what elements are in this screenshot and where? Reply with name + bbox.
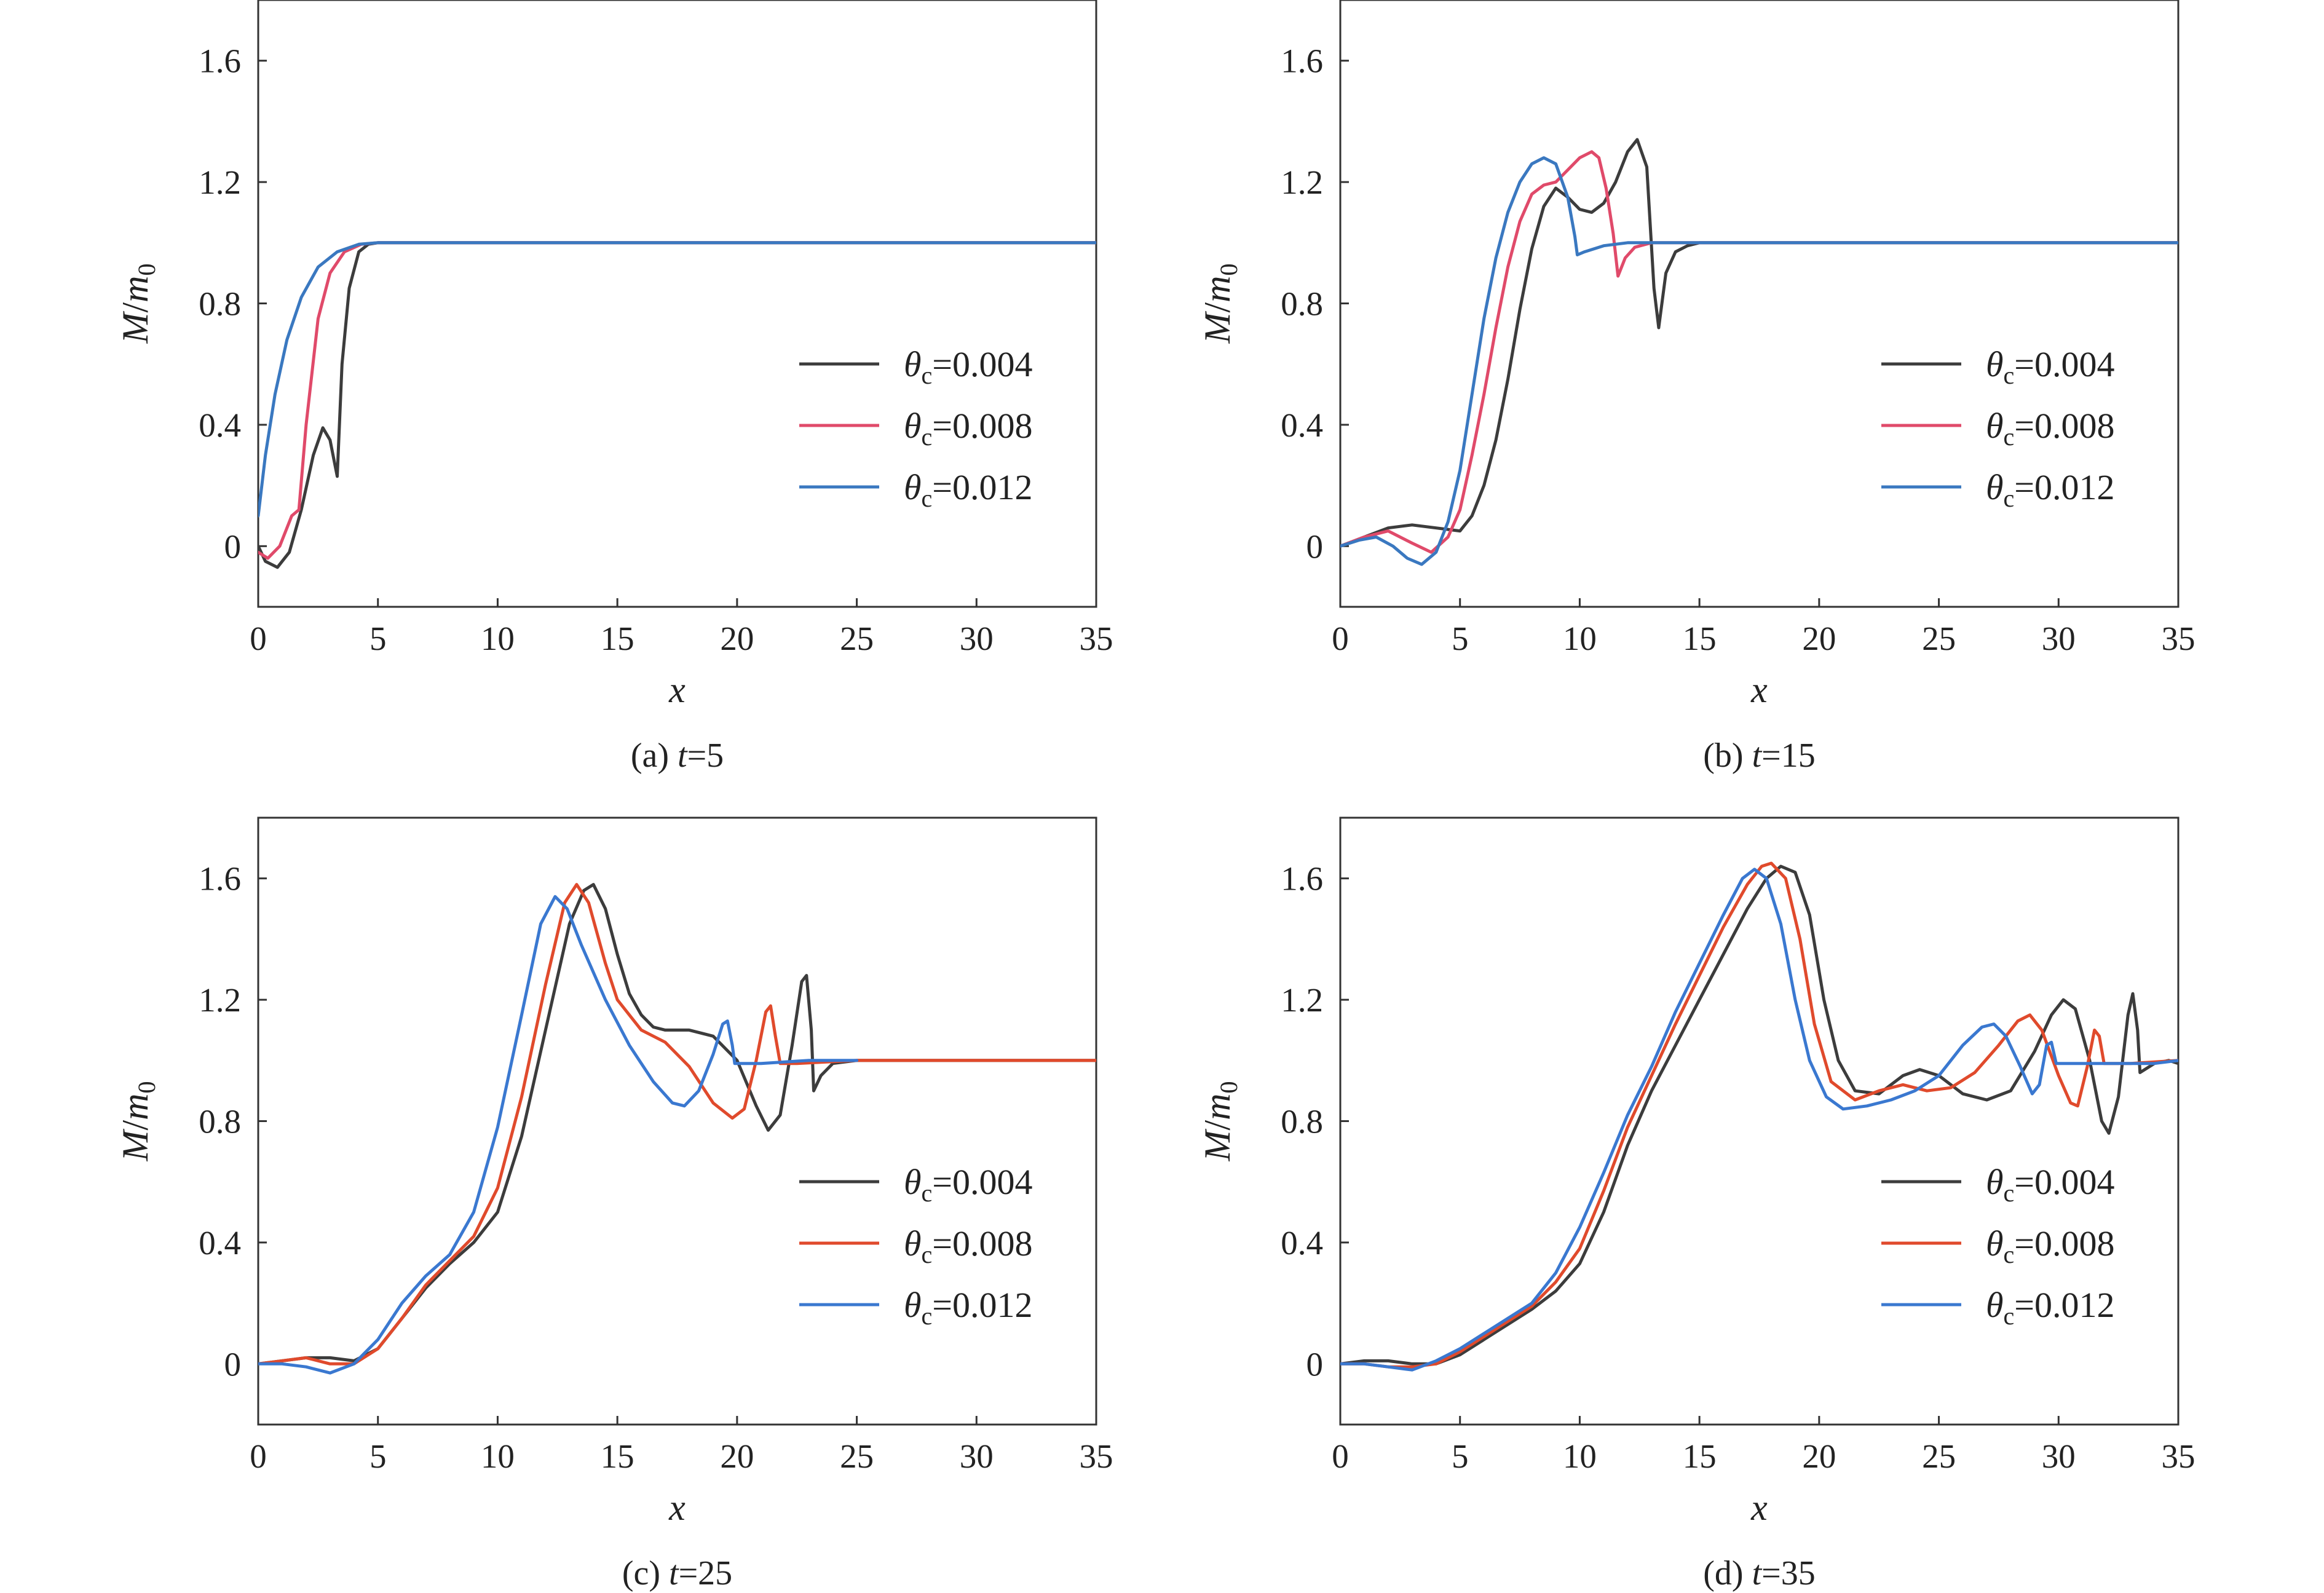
x-tick-label: 35	[1080, 1437, 1113, 1475]
x-tick-label: 30	[960, 620, 994, 657]
x-tick-label: 15	[601, 1437, 634, 1475]
y-tick-label: 1.6	[1281, 42, 1323, 80]
legend-label-2: θc=0.012	[904, 467, 1032, 512]
x-tick-label: 30	[2042, 1437, 2076, 1475]
y-tick-label: 0.4	[199, 406, 241, 444]
plot-frame	[1339, 816, 2180, 1426]
series-line-1	[1340, 150, 2178, 554]
x-tick-label: 35	[2162, 1437, 2196, 1475]
y-tick-label: 0.8	[199, 285, 241, 323]
chart-panel-1: 0 5 10 15 20 25 30 35 0 0.4 0.8 1.2 1.6 x M/m0 (b) t=15…	[1197, 0, 2196, 775]
x-axis-label: x	[668, 1487, 686, 1528]
y-axis-label: M/m0	[1197, 264, 1243, 344]
y-tick-label: 0	[1306, 1345, 1324, 1383]
series-line-2	[258, 241, 1096, 518]
y-axis-label: M/m0	[115, 264, 160, 344]
legend-label-1: θc=0.008	[904, 406, 1032, 451]
x-tick-label: 10	[1563, 1437, 1597, 1475]
chart-panel-2: 0 5 10 15 20 25 30 35 0 0.4 0.8 1.2 1.6 x M/m0 (c) t=25…	[115, 816, 1113, 1592]
x-tick-label: 10	[1563, 620, 1597, 657]
y-tick-label: 0.4	[1281, 1224, 1323, 1262]
series-line-1	[258, 241, 1096, 560]
legend-label-0: θc=0.004	[1986, 1162, 2114, 1207]
y-axis-label: M/m0	[115, 1081, 160, 1162]
legend-label-0: θc=0.004	[1986, 344, 2114, 389]
legend-label-0: θc=0.004	[904, 1162, 1032, 1207]
x-tick-label: 5	[370, 1437, 387, 1475]
x-tick-label: 0	[1332, 1437, 1349, 1475]
x-tick-label: 10	[481, 1437, 515, 1475]
y-tick-label: 0.8	[199, 1103, 241, 1140]
x-tick-label: 15	[1683, 1437, 1717, 1475]
series-line-2	[258, 895, 859, 1375]
x-tick-label: 20	[720, 620, 754, 657]
x-axis-label: x	[1750, 670, 1768, 710]
panel-caption: (a) t=5	[631, 737, 724, 775]
x-axis-label: x	[1750, 1487, 1768, 1528]
legend-label-2: θc=0.012	[1986, 1285, 2114, 1330]
y-tick-label: 1.6	[1281, 860, 1323, 898]
x-tick-label: 0	[250, 1437, 267, 1475]
x-tick-label: 20	[1802, 1437, 1836, 1475]
y-tick-label: 1.6	[199, 860, 241, 898]
x-tick-label: 25	[1922, 620, 1956, 657]
y-tick-label: 0.4	[1281, 406, 1323, 444]
x-tick-label: 0	[1332, 620, 1349, 657]
legend-label-1: θc=0.008	[1986, 406, 2114, 451]
y-tick-label: 1.2	[1281, 981, 1323, 1019]
x-tick-label: 30	[960, 1437, 994, 1475]
y-tick-label: 1.6	[199, 42, 241, 80]
plot-frame	[257, 816, 1097, 1426]
x-tick-label: 35	[1080, 620, 1113, 657]
y-tick-label: 0	[224, 528, 242, 565]
x-tick-label: 0	[250, 620, 267, 657]
series-line-2	[1340, 156, 2178, 566]
legend-label-1: θc=0.008	[1986, 1223, 2114, 1268]
y-tick-label: 0.8	[1281, 285, 1323, 323]
chart-panel-0: 0 5 10 15 20 25 30 35 0 0.4 0.8 1.2 1.6 x M/m0 (a) t=5 θ…	[115, 0, 1113, 775]
y-tick-label: 0	[1306, 528, 1324, 565]
x-tick-label: 25	[840, 620, 874, 657]
x-tick-label: 5	[370, 620, 387, 657]
x-tick-label: 25	[840, 1437, 874, 1475]
y-tick-label: 0	[224, 1345, 242, 1383]
x-tick-label: 20	[720, 1437, 754, 1475]
x-tick-label: 35	[2162, 620, 2196, 657]
series-line-0	[1340, 864, 2178, 1366]
x-tick-label: 10	[481, 620, 515, 657]
x-tick-label: 5	[1452, 1437, 1469, 1475]
plot-frame	[1339, 0, 2180, 608]
panel-caption: (b) t=15	[1703, 737, 1815, 775]
x-tick-label: 5	[1452, 620, 1469, 657]
y-tick-label: 1.2	[199, 981, 241, 1019]
x-tick-label: 15	[601, 620, 634, 657]
x-tick-label: 25	[1922, 1437, 1956, 1475]
legend-label-2: θc=0.012	[1986, 467, 2114, 512]
x-tick-label: 20	[1802, 620, 1836, 657]
series-line-0	[258, 241, 1096, 569]
y-tick-label: 1.2	[199, 164, 241, 201]
plot-frame	[257, 0, 1097, 608]
x-tick-label: 30	[2042, 620, 2076, 657]
series-line-1	[1340, 861, 2178, 1369]
legend-label-2: θc=0.012	[904, 1285, 1032, 1330]
series-line-1	[258, 883, 1096, 1366]
legend-label-0: θc=0.004	[904, 344, 1032, 389]
x-axis-label: x	[668, 670, 686, 710]
panel-caption: (c) t=25	[622, 1554, 732, 1592]
x-tick-label: 15	[1683, 620, 1717, 657]
y-tick-label: 1.2	[1281, 164, 1323, 201]
legend-label-1: θc=0.008	[904, 1223, 1032, 1268]
panel-caption: (d) t=35	[1703, 1554, 1815, 1592]
y-axis-label: M/m0	[1197, 1081, 1243, 1162]
y-tick-label: 0.8	[1281, 1103, 1323, 1140]
chart-panel-3: 0 5 10 15 20 25 30 35 0 0.4 0.8 1.2 1.6 x M/m0 (d) t=35…	[1197, 816, 2196, 1592]
series-line-2	[1340, 868, 2178, 1372]
y-tick-label: 0.4	[199, 1224, 241, 1262]
